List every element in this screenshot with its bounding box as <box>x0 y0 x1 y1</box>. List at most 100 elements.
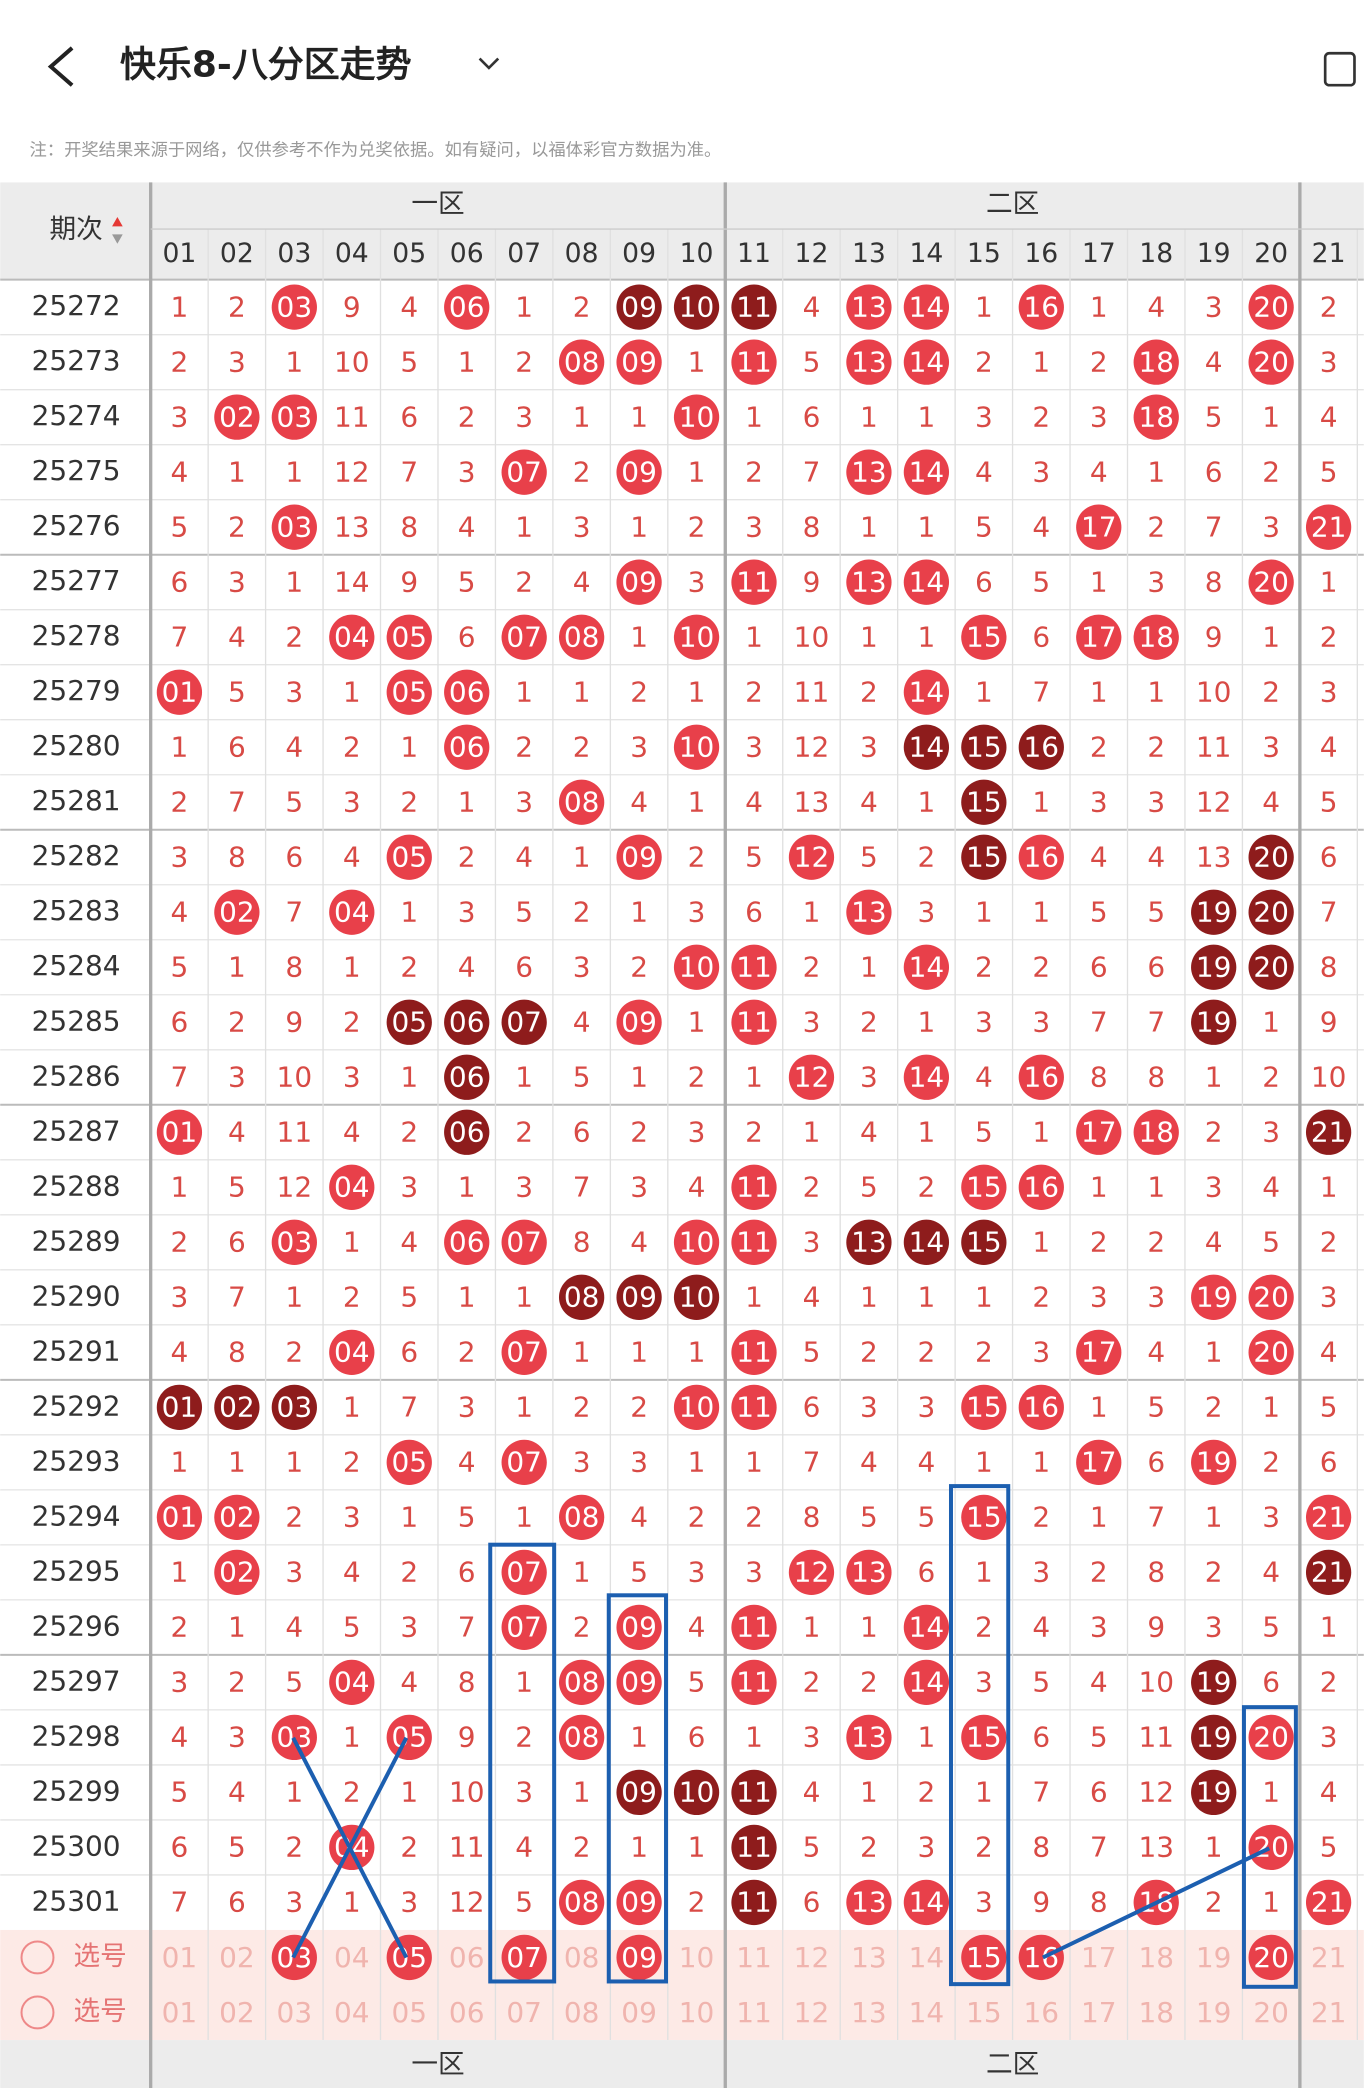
miss-count: 1 <box>745 1061 763 1094</box>
menu-icon[interactable] <box>1323 51 1356 87</box>
ball <box>1076 1109 1122 1155</box>
miss-count: 4 <box>803 290 821 323</box>
ball <box>558 1879 605 1926</box>
miss-count: 2 <box>860 1336 878 1369</box>
miss-count: 8 <box>228 1336 246 1369</box>
miss-count: 6 <box>171 1831 189 1864</box>
miss-count: 2 <box>860 1006 878 1039</box>
column-header: 14 <box>909 238 943 269</box>
ball <box>788 834 835 880</box>
miss-count: 4 <box>1147 1336 1165 1369</box>
miss-count: 5 <box>860 1171 878 1204</box>
hit-number: 02 <box>219 400 255 433</box>
miss-count: 11 <box>794 676 830 709</box>
ball <box>214 1549 260 1596</box>
hit-number: 20 <box>1253 1336 1289 1369</box>
miss-count: 2 <box>573 1391 591 1424</box>
miss-count: 3 <box>458 456 476 489</box>
miss-count: 1 <box>860 400 878 433</box>
miss-count: 11 <box>1138 1721 1174 1754</box>
back-button[interactable] <box>47 46 74 87</box>
hit-number: 15 <box>966 786 1002 819</box>
ball <box>386 669 432 715</box>
miss-count: 3 <box>803 1006 821 1039</box>
pick-number: 17 <box>1081 1941 1117 1974</box>
miss-count: 2 <box>1090 1226 1108 1259</box>
miss-count: 2 <box>975 951 993 984</box>
hit-number: 18 <box>1138 1116 1174 1149</box>
miss-count: 1 <box>1205 1831 1223 1864</box>
miss-count: 7 <box>1090 1831 1108 1864</box>
ball <box>329 1659 375 1706</box>
miss-count: 3 <box>343 786 361 819</box>
disclaimer: 注：开奖结果来源于网络，仅供参考不作为兑奖依据。如有疑问，以福体彩官方数据为准。 <box>30 140 722 160</box>
miss-count: 14 <box>334 566 370 599</box>
miss-count: 9 <box>1032 1886 1050 1919</box>
hit-number: 06 <box>449 1061 485 1094</box>
miss-count: 2 <box>917 841 935 874</box>
ball-dark <box>903 1219 950 1265</box>
hit-number: 19 <box>1196 1006 1232 1039</box>
column-header: 11 <box>737 238 771 269</box>
miss-count: 3 <box>171 1666 189 1699</box>
miss-count: 1 <box>860 1281 878 1314</box>
hit-number: 10 <box>679 290 715 323</box>
miss-count: 2 <box>228 1666 246 1699</box>
miss-count: 1 <box>343 1886 361 1919</box>
miss-count: 6 <box>228 1226 246 1259</box>
ball <box>329 1164 375 1210</box>
hit-number: 11 <box>736 951 772 984</box>
zone-header: 一区 <box>411 189 464 220</box>
miss-count: 3 <box>1320 345 1338 378</box>
miss-count: 2 <box>458 841 476 874</box>
miss-count: 4 <box>1320 1776 1338 1809</box>
miss-count: 3 <box>228 1061 246 1094</box>
ball <box>214 889 260 935</box>
hit-number: 01 <box>162 1501 198 1534</box>
ball-dark <box>1248 944 1294 990</box>
miss-count: 12 <box>334 456 370 489</box>
period-header[interactable]: 期次 <box>49 214 102 245</box>
miss-count: 2 <box>1090 731 1108 764</box>
miss-count: 1 <box>975 1556 993 1589</box>
hit-number: 13 <box>851 1226 887 1259</box>
hit-number: 16 <box>1024 290 1060 323</box>
hit-number: 09 <box>621 1666 657 1699</box>
ball-dark <box>961 1219 1007 1265</box>
zone-footer: 一区 <box>411 2049 464 2080</box>
miss-count: 4 <box>745 786 763 819</box>
hit-number: 14 <box>909 951 945 984</box>
pick-number: 04 <box>334 1996 370 2029</box>
pick-label: 选号 <box>73 1941 126 1972</box>
miss-count: 4 <box>400 290 418 323</box>
miss-count: 4 <box>803 1281 821 1314</box>
miss-count: 3 <box>1262 1116 1280 1149</box>
period: 25285 <box>32 1004 121 1037</box>
miss-count: 2 <box>285 1831 303 1864</box>
hit-number: 03 <box>277 1391 313 1424</box>
hit-number: 07 <box>506 1611 542 1644</box>
ball <box>1018 1164 1064 1210</box>
pick-number: 20 <box>1253 1996 1289 2029</box>
miss-count: 3 <box>1205 1611 1223 1644</box>
sort-up[interactable] <box>112 217 123 227</box>
hit-number: 11 <box>736 1171 772 1204</box>
pick-number: 21 <box>1311 1996 1347 2029</box>
miss-count: 7 <box>573 1171 591 1204</box>
miss-count: 3 <box>1320 676 1338 709</box>
miss-count: 3 <box>803 1721 821 1754</box>
hit-number: 21 <box>1311 511 1347 544</box>
miss-count: 7 <box>803 1446 821 1479</box>
miss-count: 8 <box>803 511 821 544</box>
dropdown[interactable] <box>478 57 500 70</box>
period: 25298 <box>32 1719 121 1752</box>
hit-number: 19 <box>1196 1721 1232 1754</box>
hit-number: 14 <box>909 345 945 378</box>
miss-count: 8 <box>1205 566 1223 599</box>
miss-count: 2 <box>515 731 533 764</box>
hit-number: 15 <box>966 1226 1002 1259</box>
sort-down[interactable] <box>112 234 123 244</box>
hit-number: 11 <box>736 1391 772 1424</box>
hit-number: 06 <box>449 731 485 764</box>
miss-count: 4 <box>343 841 361 874</box>
